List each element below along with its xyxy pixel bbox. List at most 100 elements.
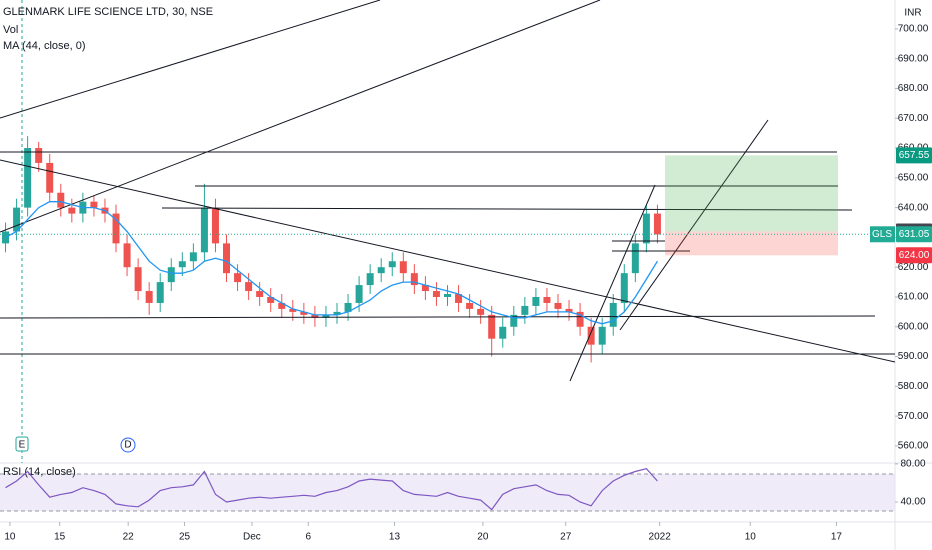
x-tick-label: 15 (54, 532, 66, 543)
candle-body (267, 296, 275, 303)
candle-body (653, 213, 661, 235)
x-tick-label: 13 (389, 532, 401, 543)
candle-body (532, 296, 540, 306)
candle-body (576, 311, 584, 327)
candle-body (355, 285, 363, 303)
x-tick-label: 10 (745, 532, 757, 543)
x-tick-label: 17 (831, 532, 843, 543)
candle-body (46, 162, 54, 193)
candle-body (631, 243, 639, 274)
candle-body (421, 285, 429, 292)
candle-body (333, 311, 341, 315)
candle-body (620, 273, 628, 303)
y-tick-label: 680.00 (898, 83, 929, 94)
candle-body (344, 302, 352, 312)
x-tick-label: 25 (179, 532, 191, 543)
candle-body (234, 273, 242, 283)
candle-body (112, 213, 120, 244)
y-tick-label: 570.00 (898, 411, 929, 422)
symbol-label: GLS (872, 229, 892, 240)
y-tick-label: 650.00 (898, 172, 929, 183)
channel-line (569, 184, 656, 382)
candle-body (24, 148, 32, 208)
channel-line (619, 119, 769, 331)
hline (161, 207, 853, 211)
candle-body (200, 207, 208, 253)
candle-body (388, 261, 396, 268)
event-label: D (124, 440, 131, 451)
event-label: E (19, 440, 26, 451)
candle-body (289, 308, 297, 312)
candle-body (587, 326, 595, 345)
y-tick-label: 580.00 (898, 381, 929, 392)
y-tick-label: 590.00 (898, 351, 929, 362)
last-price-label: 631.05 (899, 229, 930, 240)
drawings (0, 0, 896, 382)
y-tick-label: 610.00 (898, 292, 929, 303)
loss-zone (665, 231, 838, 256)
candle-body (554, 302, 562, 309)
stop-label: 624.00 (899, 250, 930, 261)
candle-body (245, 282, 253, 292)
candle-body (521, 305, 529, 315)
last-price-box (896, 226, 932, 243)
candle-body (311, 314, 319, 318)
candle-body (68, 207, 76, 214)
target-box (896, 147, 932, 164)
indicator-label: Vol (3, 24, 18, 36)
candle-body (466, 302, 474, 309)
candle-body (211, 207, 219, 244)
candle-body (134, 267, 142, 292)
candle-body (366, 273, 374, 286)
x-tick-label: 22 (123, 532, 135, 543)
x-tick-label: 20 (477, 532, 489, 543)
candle-body (300, 311, 308, 315)
x-tick-label: 10 (4, 532, 16, 543)
y-tick-label: 600.00 (898, 321, 929, 332)
candle-body (167, 267, 175, 283)
y-tick-label: 560.00 (898, 441, 929, 452)
candle-body (510, 314, 518, 327)
indicator-label: MA (44, close, 0) (3, 40, 86, 52)
candle-body (565, 308, 573, 312)
profit-zone (665, 155, 838, 232)
y-tick-label: 670.00 (898, 113, 929, 124)
event-marker[interactable] (15, 436, 29, 452)
event-marker[interactable] (120, 437, 136, 453)
candle-body (178, 261, 186, 268)
candle-body (642, 213, 650, 244)
x-tick-label: Dec (243, 532, 261, 543)
y-tick-label: 700.00 (898, 24, 929, 35)
candle-body (543, 296, 551, 303)
x-tick-label: 27 (560, 532, 572, 543)
candle-body (322, 314, 330, 318)
currency: INR (904, 8, 921, 19)
y-tick-label: 620.00 (898, 262, 929, 273)
ma-line (5, 201, 658, 325)
candle-body (598, 326, 606, 345)
candle-body (499, 326, 507, 339)
y-tick-label: 80.00 (900, 459, 925, 470)
trendline (0, 0, 381, 119)
stop-box (896, 247, 932, 264)
target-label: 657.55 (899, 150, 930, 161)
y-tick-label: 690.00 (898, 53, 929, 64)
candle-body (455, 294, 463, 303)
candle-body (444, 294, 451, 297)
x-tick-label: 6 (305, 532, 311, 543)
candle-body (13, 207, 21, 232)
candle-body (399, 261, 407, 274)
candle-body (256, 291, 264, 297)
candle-body (156, 282, 164, 303)
y-tick-label: 40.00 (900, 497, 925, 508)
trendline (0, 159, 896, 363)
chart-title: GLENMARK LIFE SCIENCE LTD, 30, NSE (3, 6, 213, 18)
indicator-label: RSI (14, close) (3, 466, 76, 478)
hline (0, 315, 876, 319)
trendline (0, 0, 601, 233)
candle-body (35, 148, 43, 163)
symbol-box (870, 226, 895, 243)
candle-body (377, 267, 385, 274)
